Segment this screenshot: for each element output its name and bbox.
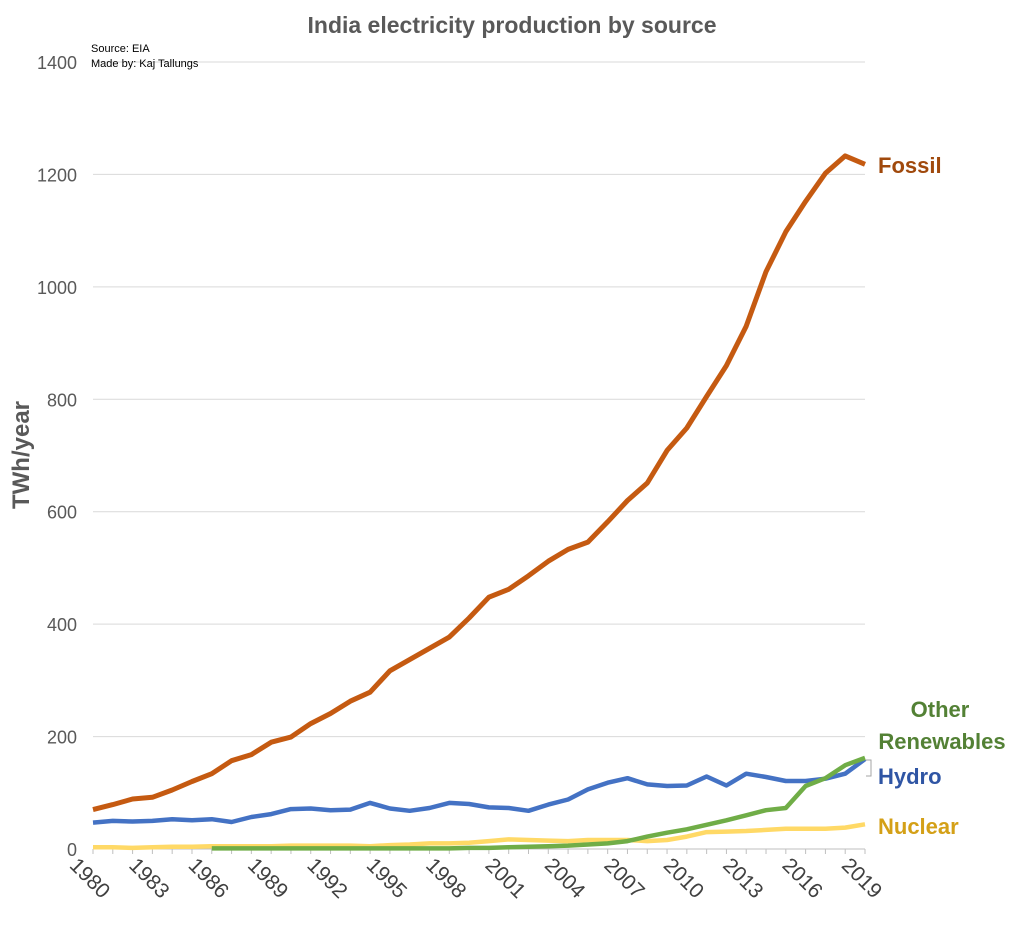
series-label-other-renewables-line2: Renewables [878,729,1005,754]
x-tick-label: 2001 [481,854,530,903]
y-tick-label: 800 [47,390,77,410]
series-labels: Fossil Hydro Nuclear Other Renewables [866,153,1006,839]
x-tick-label: 2010 [659,854,708,903]
y-tick-label: 1000 [37,278,77,298]
series-label-nuclear: Nuclear [878,814,959,839]
y-axis-ticks: 0 200 400 600 800 1000 1200 1400 [37,53,77,860]
x-tick-label: 1986 [184,854,233,903]
y-tick-label: 200 [47,728,77,748]
y-axis-label: TWh/year [8,401,35,509]
x-tick-label: 1989 [243,854,292,903]
x-tick-label: 2007 [599,854,648,903]
x-tick-label: 1998 [421,854,470,903]
x-tick-label: 2004 [540,854,590,904]
x-tick-label: 1995 [362,854,411,903]
series-label-hydro: Hydro [878,764,942,789]
series-label-fossil: Fossil [878,153,942,178]
x-tick-label: 2016 [778,854,827,903]
series-line-nuclear [93,822,866,851]
x-tick-label: 2013 [718,854,767,903]
x-tick-label: 1983 [124,854,173,903]
y-tick-label: 600 [47,503,77,523]
y-tick-label: 400 [47,615,77,635]
series-line-other-renewables [211,755,866,851]
source-note: Source: EIA [91,43,150,55]
chart-title: India electricity production by source [307,12,717,38]
label-connector [866,759,872,777]
x-tick-label: 1992 [302,854,351,903]
y-tick-label: 1400 [37,53,77,73]
gridlines [93,61,865,738]
series-line-fossil [92,153,866,813]
x-tick-label: 1980 [65,854,114,903]
x-tick-label: 2019 [837,854,886,903]
author-note: Made by: Kaj Tallungs [91,58,199,70]
series-line-hydro [92,757,867,825]
y-tick-label: 1200 [37,165,77,185]
series-lines [92,153,867,851]
series-label-other-renewables-line1: Other [911,697,970,722]
y-tick-label: 0 [67,840,77,860]
x-axis-ticks: 1980 1983 1986 1989 1992 1995 1998 2001 2004 2007… [65,849,886,903]
